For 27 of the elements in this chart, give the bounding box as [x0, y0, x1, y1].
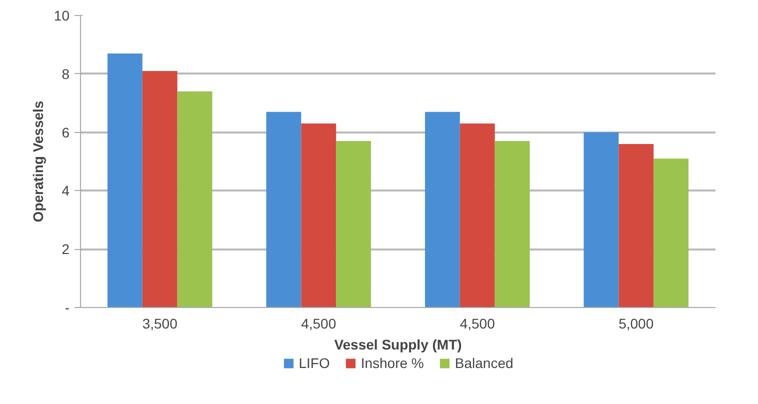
bar	[336, 141, 372, 308]
bar	[618, 144, 654, 308]
legend-label: Inshore %	[360, 355, 424, 371]
bar	[494, 141, 530, 308]
bar	[301, 124, 336, 308]
legend-label: Balanced	[454, 355, 514, 371]
x-tick-label: 4,500	[301, 316, 336, 332]
bar	[584, 132, 619, 308]
x-tick-label: 5,000	[618, 316, 654, 332]
x-tick-label: 4,500	[460, 316, 496, 332]
legend-label: LIFO	[298, 355, 330, 371]
y-tick-label: 10	[54, 8, 70, 24]
bar	[460, 124, 495, 308]
bar	[266, 112, 302, 308]
x-tick-label: 3,500	[142, 316, 178, 332]
y-tick-label: 4	[62, 182, 70, 199]
y-tick-label: 2	[62, 241, 70, 258]
bar	[107, 53, 142, 308]
y-axis-title: Operating Vessels	[30, 100, 46, 222]
y-tick-label: -	[64, 300, 70, 316]
bar	[654, 158, 689, 308]
y-tick-label: 8	[62, 66, 70, 82]
bar	[177, 91, 212, 308]
bar	[424, 112, 460, 308]
bar	[142, 70, 178, 308]
y-tick-label: 6	[62, 124, 70, 140]
x-axis-title: Vessel Supply (MT)	[334, 336, 462, 352]
